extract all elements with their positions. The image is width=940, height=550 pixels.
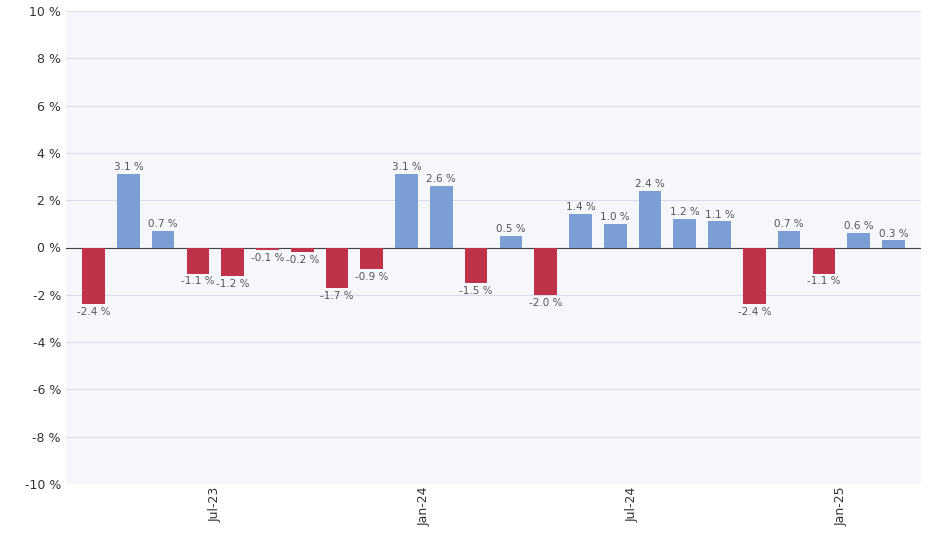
Bar: [395, 174, 418, 248]
Bar: [812, 248, 835, 273]
Bar: [882, 240, 904, 248]
Text: -1.7 %: -1.7 %: [321, 290, 353, 300]
Text: -1.5 %: -1.5 %: [460, 286, 493, 296]
Text: -2.4 %: -2.4 %: [738, 307, 771, 317]
Bar: [777, 231, 800, 248]
Text: -1.1 %: -1.1 %: [807, 276, 840, 287]
Text: 2.4 %: 2.4 %: [635, 179, 665, 189]
Bar: [430, 186, 453, 248]
Bar: [708, 222, 730, 248]
Bar: [603, 224, 626, 248]
Text: -1.1 %: -1.1 %: [181, 276, 214, 287]
Bar: [464, 248, 488, 283]
Bar: [847, 233, 870, 248]
Text: 1.0 %: 1.0 %: [601, 212, 630, 222]
Bar: [534, 248, 557, 295]
Text: 2.6 %: 2.6 %: [427, 174, 456, 184]
Bar: [361, 248, 384, 269]
Text: -2.4 %: -2.4 %: [77, 307, 110, 317]
Text: -0.2 %: -0.2 %: [286, 255, 319, 265]
Text: -2.0 %: -2.0 %: [529, 298, 562, 307]
Bar: [638, 191, 661, 248]
Text: -0.9 %: -0.9 %: [355, 272, 388, 282]
Bar: [569, 214, 592, 248]
Text: 1.2 %: 1.2 %: [670, 207, 699, 217]
Bar: [673, 219, 696, 248]
Bar: [291, 248, 314, 252]
Text: 1.1 %: 1.1 %: [705, 210, 734, 219]
Text: 0.5 %: 0.5 %: [496, 224, 525, 234]
Text: 0.7 %: 0.7 %: [775, 219, 804, 229]
Text: 0.3 %: 0.3 %: [879, 228, 908, 239]
Text: 1.4 %: 1.4 %: [566, 202, 595, 212]
Bar: [743, 248, 765, 304]
Bar: [118, 174, 140, 248]
Text: 3.1 %: 3.1 %: [392, 162, 421, 172]
Bar: [83, 248, 105, 304]
Text: 0.6 %: 0.6 %: [844, 222, 873, 232]
Text: -0.1 %: -0.1 %: [251, 252, 284, 263]
Bar: [499, 235, 523, 248]
Bar: [257, 248, 279, 250]
Text: -1.2 %: -1.2 %: [216, 279, 249, 289]
Bar: [152, 231, 175, 248]
Text: 0.7 %: 0.7 %: [149, 219, 178, 229]
Text: 3.1 %: 3.1 %: [114, 162, 143, 172]
Bar: [222, 248, 244, 276]
Bar: [326, 248, 349, 288]
Bar: [187, 248, 210, 273]
